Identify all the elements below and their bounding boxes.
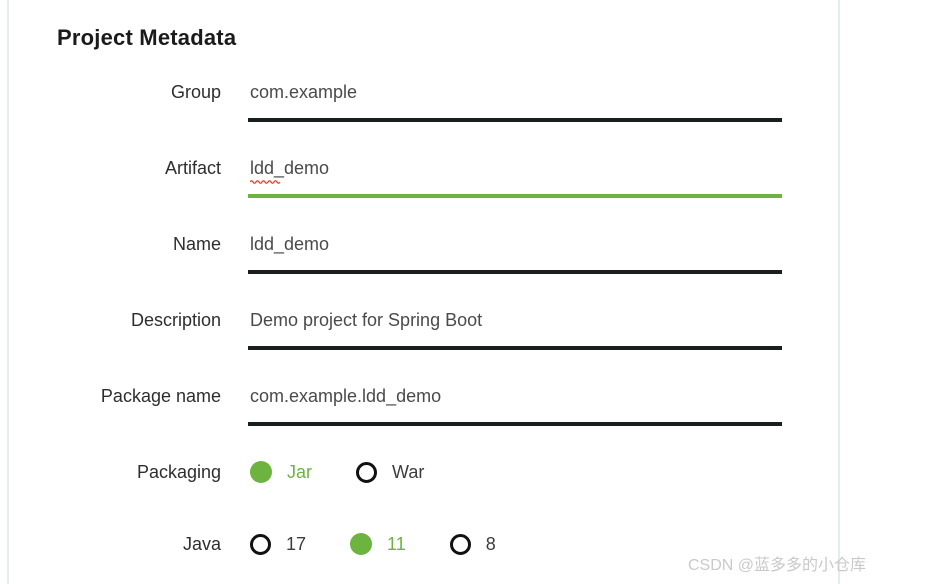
package-name-underline — [248, 422, 782, 426]
artifact-underline-focused — [248, 194, 782, 198]
section-title: Project Metadata — [57, 25, 237, 50]
packaging-option-jar[interactable]: Jar — [250, 461, 312, 483]
artifact-row: Artifact ldd_demo — [57, 156, 782, 198]
project-metadata-section: Project Metadata Group com.example Artif… — [57, 24, 782, 584]
artifact-value[interactable]: ldd_demo — [248, 156, 782, 184]
name-value[interactable]: ldd_demo — [250, 234, 330, 254]
group-underline — [248, 118, 782, 122]
java-option-8-label: 8 — [485, 533, 496, 554]
package-name-value[interactable]: com.example.ldd_demo — [250, 386, 442, 406]
packaging-option-war[interactable]: War — [356, 461, 425, 483]
description-underline — [248, 346, 782, 350]
package-name-row: Package name com.example.ldd_demo — [57, 384, 782, 426]
description-label: Description — [130, 310, 221, 330]
packaging-label: Packaging — [136, 461, 221, 482]
description-value[interactable]: Demo project for Spring Boot — [250, 310, 483, 330]
name-underline — [248, 270, 782, 274]
name-label: Name — [172, 234, 221, 254]
name-row: Name ldd_demo — [57, 232, 782, 274]
java-option-17[interactable]: 17 — [250, 533, 307, 555]
radio-selected-icon[interactable] — [250, 461, 272, 483]
packaging-radio-group: Jar War — [248, 461, 468, 483]
description-row: Description Demo project for Spring Boot — [57, 308, 782, 350]
watermark: CSDN @蓝多多的小仓库 — [688, 557, 867, 574]
radio-unselected-icon[interactable] — [250, 533, 271, 555]
group-label: Group — [170, 82, 221, 102]
java-row: Java 17 11 8 — [57, 532, 782, 556]
java-option-8[interactable]: 8 — [449, 533, 496, 555]
package-name-label: Package name — [100, 386, 221, 406]
java-label: Java — [182, 533, 221, 554]
java-radio-group: 17 11 8 — [248, 533, 540, 555]
card-right-border — [838, 0, 840, 584]
group-value[interactable]: com.example — [250, 82, 358, 102]
artifact-label: Artifact — [164, 158, 221, 178]
java-option-17-label: 17 — [286, 533, 307, 554]
group-row: Group com.example — [57, 80, 782, 122]
java-option-11-label: 11 — [387, 533, 406, 554]
java-option-11[interactable]: 11 — [350, 533, 406, 555]
card-left-border — [7, 0, 9, 584]
packaging-option-war-label: War — [392, 461, 425, 482]
radio-selected-icon[interactable] — [350, 533, 373, 555]
artifact-value-text: ldd_demo — [250, 158, 330, 178]
group-field[interactable]: com.example — [248, 80, 782, 122]
radio-unselected-icon[interactable] — [356, 461, 378, 483]
packaging-option-jar-label: Jar — [287, 461, 313, 482]
package-name-field[interactable]: com.example.ldd_demo — [248, 384, 782, 426]
spellcheck-squiggle-icon — [250, 180, 281, 184]
radio-unselected-icon[interactable] — [449, 533, 471, 555]
name-field[interactable]: ldd_demo — [248, 232, 782, 274]
packaging-row: Packaging Jar War — [57, 460, 782, 484]
artifact-field[interactable]: ldd_demo — [248, 156, 782, 198]
description-field[interactable]: Demo project for Spring Boot — [248, 308, 782, 350]
